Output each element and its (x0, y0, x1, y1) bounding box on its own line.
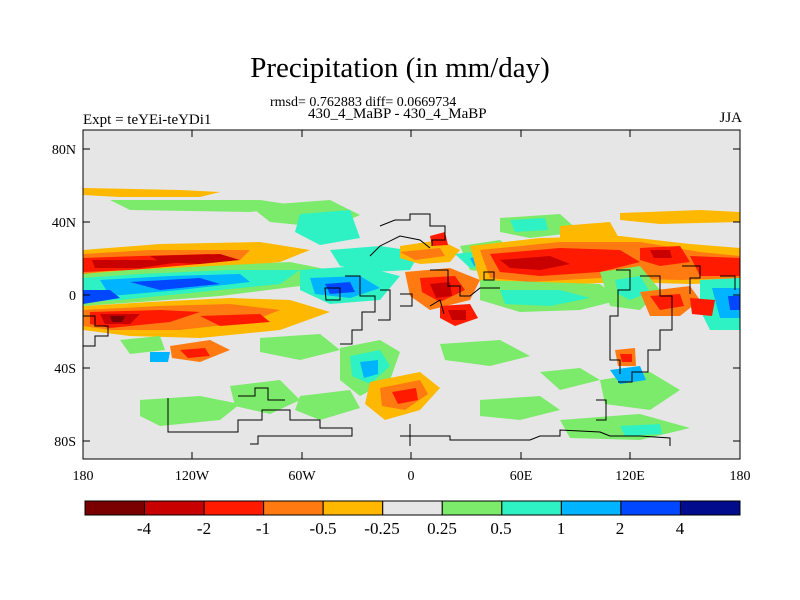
colorbar-swatch (560, 500, 622, 516)
colorbar-swatch (144, 500, 205, 516)
precipitation-field (83, 188, 740, 440)
colorbar-swatch (620, 500, 681, 516)
colorbar-swatch (263, 500, 324, 516)
colorbar-swatch (441, 500, 503, 516)
colorbar-swatch (322, 500, 384, 516)
lat-label: 40S (54, 362, 76, 377)
lon-axis: 180 120W 60W 0 60E 120E 180 (73, 130, 751, 484)
season-label: JJA (719, 110, 742, 126)
colorbar-frame (84, 500, 741, 516)
colorbar-label: -4 (137, 519, 152, 538)
lon-label: 180 (730, 469, 751, 484)
colorbar-label: 0.25 (427, 519, 457, 538)
colorbar-swatch (382, 500, 443, 516)
colorbar-label: 4 (676, 519, 685, 538)
colorbar-label: 0.5 (490, 519, 511, 538)
lon-label: 120E (615, 469, 645, 484)
colorbar-swatch (501, 500, 562, 516)
colorbar-swatch (679, 500, 741, 516)
lat-label: 80N (52, 143, 76, 158)
experiment-label: Expt = teYEi-teYDi1 (83, 112, 212, 128)
lat-label: 80S (54, 435, 76, 450)
colorbar-label: -2 (197, 519, 211, 538)
lat-label: 0 (69, 289, 76, 304)
plot-subtitle: 430_4_MaBP - 430_4_MaBP (308, 106, 487, 122)
colorbar-label: 1 (557, 519, 566, 538)
lat-axis: 80N 40N 0 40S 80S (52, 143, 740, 450)
colorbar-label: -0.25 (364, 519, 399, 538)
lat-label: 40N (52, 216, 76, 231)
lon-label: 0 (408, 469, 415, 484)
lon-label: 180 (73, 469, 94, 484)
colorbar-swatch (203, 500, 265, 516)
rmsd-stats: rmsd= 0.762883 diff= 0.0669734 (270, 95, 457, 110)
lon-label: 60W (288, 469, 316, 484)
colorbar-label: 2 (616, 519, 625, 538)
lon-label: 120W (175, 469, 210, 484)
coastlines (83, 213, 736, 446)
colorbar-swatch (84, 500, 146, 516)
colorbar: -4 -2 -1 -0.5 -0.25 0.25 0.5 1 2 4 (84, 500, 741, 538)
lon-label: 60E (510, 469, 533, 484)
colorbar-label: -0.5 (310, 519, 337, 538)
colorbar-label: -1 (256, 519, 270, 538)
plot-title: Precipitation (in mm/day) (250, 52, 550, 84)
